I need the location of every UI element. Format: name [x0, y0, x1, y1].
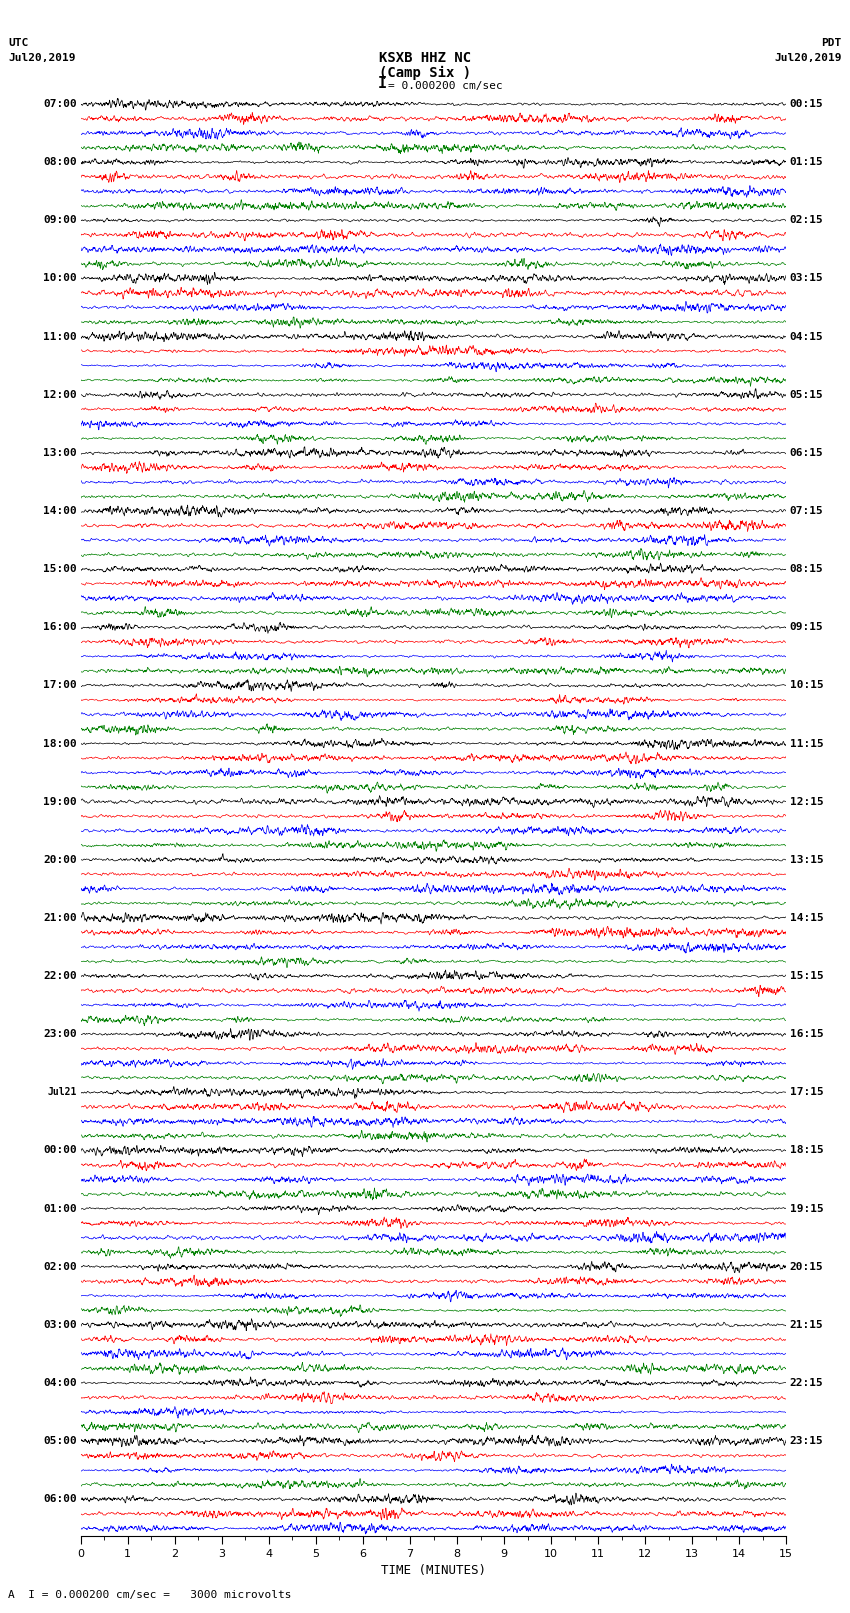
Text: 12:15: 12:15 [790, 797, 824, 806]
Text: Jul20,2019: Jul20,2019 [774, 53, 842, 63]
Text: 00:15: 00:15 [790, 98, 824, 110]
Text: A  I = 0.000200 cm/sec =   3000 microvolts: A I = 0.000200 cm/sec = 3000 microvolts [8, 1590, 292, 1600]
Text: 15:00: 15:00 [43, 565, 77, 574]
Text: 05:15: 05:15 [790, 390, 824, 400]
Text: 07:00: 07:00 [43, 98, 77, 110]
Text: 16:15: 16:15 [790, 1029, 824, 1039]
Text: 18:15: 18:15 [790, 1145, 824, 1155]
Text: 04:00: 04:00 [43, 1378, 77, 1387]
Text: 20:15: 20:15 [790, 1261, 824, 1271]
Text: 20:00: 20:00 [43, 855, 77, 865]
Text: 06:15: 06:15 [790, 448, 824, 458]
Text: UTC: UTC [8, 39, 29, 48]
Text: 11:00: 11:00 [43, 332, 77, 342]
Text: 11:15: 11:15 [790, 739, 824, 748]
Text: 09:15: 09:15 [790, 623, 824, 632]
Text: 02:00: 02:00 [43, 1261, 77, 1271]
Text: 02:15: 02:15 [790, 215, 824, 226]
Text: 13:00: 13:00 [43, 448, 77, 458]
Text: Jul21: Jul21 [48, 1087, 77, 1097]
Text: 10:00: 10:00 [43, 274, 77, 284]
Text: 19:00: 19:00 [43, 797, 77, 806]
Text: 17:00: 17:00 [43, 681, 77, 690]
Text: 04:15: 04:15 [790, 332, 824, 342]
Text: 06:00: 06:00 [43, 1494, 77, 1505]
Text: KSXB HHZ NC: KSXB HHZ NC [379, 52, 471, 65]
Text: 21:15: 21:15 [790, 1319, 824, 1329]
Text: 05:00: 05:00 [43, 1436, 77, 1447]
X-axis label: TIME (MINUTES): TIME (MINUTES) [381, 1565, 486, 1578]
Text: 19:15: 19:15 [790, 1203, 824, 1213]
Text: 14:00: 14:00 [43, 506, 77, 516]
Text: 09:00: 09:00 [43, 215, 77, 226]
Text: 21:00: 21:00 [43, 913, 77, 923]
Text: 16:00: 16:00 [43, 623, 77, 632]
Text: 23:00: 23:00 [43, 1029, 77, 1039]
Text: 03:15: 03:15 [790, 274, 824, 284]
Text: 03:00: 03:00 [43, 1319, 77, 1329]
Text: 15:15: 15:15 [790, 971, 824, 981]
Text: Jul20,2019: Jul20,2019 [8, 53, 76, 63]
Text: 00:00: 00:00 [43, 1145, 77, 1155]
Text: 18:00: 18:00 [43, 739, 77, 748]
Text: = 0.000200 cm/sec: = 0.000200 cm/sec [388, 81, 503, 90]
Text: 01:00: 01:00 [43, 1203, 77, 1213]
Text: 01:15: 01:15 [790, 156, 824, 168]
Text: 22:15: 22:15 [790, 1378, 824, 1387]
Text: I: I [377, 76, 387, 90]
Text: 08:00: 08:00 [43, 156, 77, 168]
Text: 17:15: 17:15 [790, 1087, 824, 1097]
Text: 08:15: 08:15 [790, 565, 824, 574]
Text: 13:15: 13:15 [790, 855, 824, 865]
Text: 14:15: 14:15 [790, 913, 824, 923]
Text: 10:15: 10:15 [790, 681, 824, 690]
Text: 22:00: 22:00 [43, 971, 77, 981]
Text: PDT: PDT [821, 39, 842, 48]
Text: (Camp Six ): (Camp Six ) [379, 66, 471, 79]
Text: 07:15: 07:15 [790, 506, 824, 516]
Text: 12:00: 12:00 [43, 390, 77, 400]
Text: 23:15: 23:15 [790, 1436, 824, 1447]
